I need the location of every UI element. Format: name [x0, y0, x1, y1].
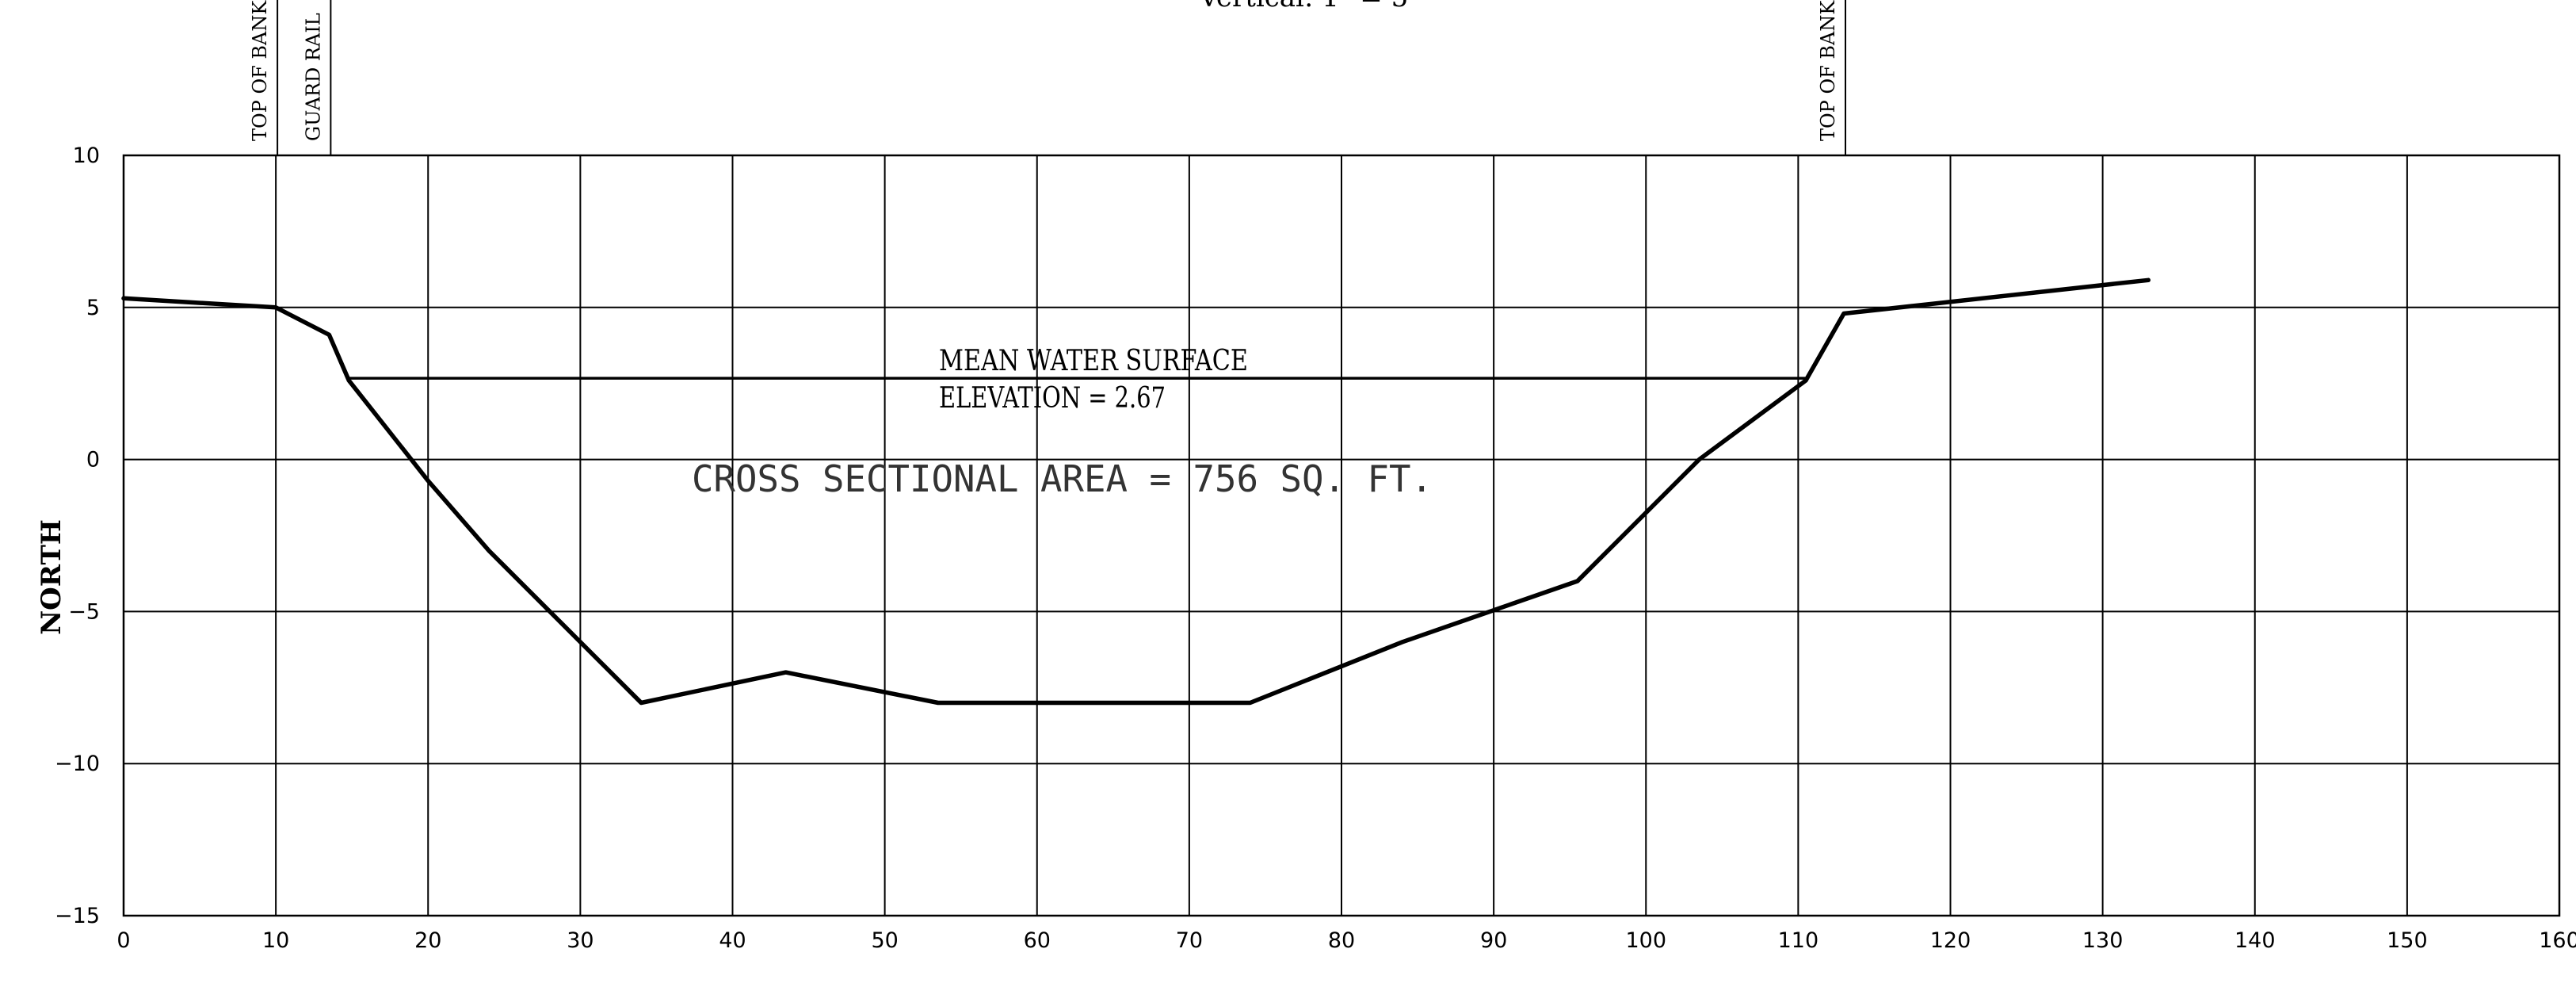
x-tick-label: 100: [1625, 928, 1666, 953]
y-tick-label: 5: [86, 296, 100, 320]
x-tick-label: 110: [1778, 928, 1819, 953]
x-tick-label: 130: [2082, 928, 2124, 953]
x-tick-label: 140: [2234, 928, 2276, 953]
bank-marker-label: TOP OF BANK: [249, 0, 271, 141]
water-surface-label-line2: ELEVATION = 2.67: [939, 382, 1166, 415]
water-surface-label-line1: MEAN WATER SURFACE: [939, 345, 1248, 377]
y-tick-label: 10: [73, 143, 100, 168]
x-tick-label: 70: [1176, 928, 1203, 953]
x-tick-label: 90: [1480, 928, 1507, 953]
x-tick-label: 120: [1930, 928, 1971, 953]
x-tick-label: 20: [414, 928, 441, 953]
cross-sectional-area-label: CROSS SECTIONAL AREA = 756 SQ. FT.: [692, 457, 1433, 500]
bank-marker-layer: TOP OF BANK GUARD RAIL TOP OF BANK: [249, 0, 1847, 155]
x-tick-label: 160: [2539, 928, 2576, 953]
tick-layer: 0 10 20 30 40 50 60 70 80 90 100 110 120 130 140 150 160…: [55, 143, 2576, 953]
scale-note: Vertical: 1" = 5': [1198, 0, 1415, 13]
x-tick-label: 50: [871, 928, 898, 953]
y-tick-label: 0: [86, 448, 100, 472]
x-tick-label: 40: [719, 928, 746, 953]
plot-frame: [122, 154, 2561, 917]
y-tick-label: −15: [55, 904, 100, 928]
series-layer: [121, 277, 2151, 706]
bank-marker-label: GUARD RAIL: [302, 13, 324, 141]
y-tick-label: −5: [68, 599, 100, 624]
grid-layer: [122, 154, 2561, 917]
y-tick-label: −10: [55, 752, 100, 776]
x-tick-label: 0: [116, 928, 130, 953]
x-tick-label: 80: [1328, 928, 1355, 953]
y-axis-label: NORTH: [36, 519, 67, 635]
bank-marker-label: TOP OF BANK: [1817, 0, 1839, 141]
x-tick-label: 30: [567, 928, 593, 953]
x-tick-label: 10: [262, 928, 289, 953]
x-tick-label: 150: [2387, 928, 2428, 953]
x-tick-label: 60: [1024, 928, 1051, 953]
